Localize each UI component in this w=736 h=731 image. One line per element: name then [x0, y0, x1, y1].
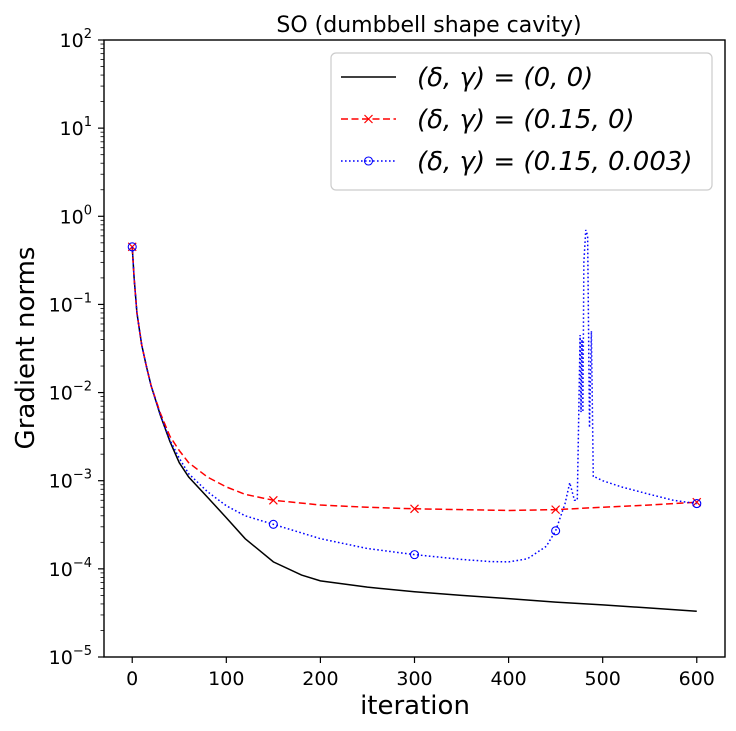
legend-box — [330, 52, 713, 191]
x-tick-label: 500 — [585, 668, 621, 690]
y-tick-base: 10 — [60, 118, 84, 140]
y-tick-base: 10 — [49, 383, 73, 405]
y-tick-base: 10 — [60, 30, 84, 52]
x-tick-label: 400 — [490, 668, 526, 690]
marker-x — [268, 495, 278, 505]
x-tick-label: 100 — [208, 668, 244, 690]
y-tick-label: 10−1 — [49, 291, 92, 316]
marker-o — [127, 242, 137, 252]
legend-item-1: (δ, γ) = (0.15, 0) — [341, 105, 635, 135]
legend-label: (δ, γ) = (0.15, 0.003) — [417, 147, 693, 177]
y-tick-exponent: 2 — [84, 27, 92, 42]
y-tick-label: 10−5 — [49, 644, 92, 669]
marker-x — [551, 505, 561, 515]
y-tick-base: 10 — [49, 294, 73, 316]
y-tick-exponent: −4 — [73, 556, 92, 571]
y-tick-exponent: 0 — [84, 203, 92, 218]
x-tick-label: 600 — [679, 668, 715, 690]
plot-frame — [103, 39, 726, 658]
chart-title: SO (dumbbell shape cavity) — [276, 13, 581, 38]
y-tick-label: 102 — [60, 27, 92, 52]
x-tick-label: 300 — [396, 668, 432, 690]
y-tick-base: 10 — [60, 206, 84, 228]
y-tick-exponent: −5 — [73, 644, 92, 659]
y-axis-label: Gradient norms — [11, 247, 41, 450]
y-tick-base: 10 — [49, 647, 73, 669]
series-layer — [127, 229, 702, 613]
y-tick-exponent: −3 — [73, 468, 92, 483]
legend-marker — [363, 156, 374, 166]
legend-item-2: (δ, γ) = (0.15, 0.003) — [341, 147, 693, 177]
y-tick-label: 10−4 — [49, 556, 92, 581]
marker-o — [268, 519, 278, 529]
y-tick-exponent: −1 — [73, 291, 92, 306]
y-tick-label: 10−2 — [49, 380, 92, 405]
y-tick-base: 10 — [49, 471, 73, 493]
y-tick-exponent: −2 — [73, 380, 92, 395]
marker-o — [692, 499, 702, 509]
x-tick-label: 200 — [302, 668, 338, 690]
marker-x — [410, 504, 419, 514]
legend-label: (δ, γ) = (0, 0) — [417, 63, 593, 93]
legend-label: (δ, γ) = (0.15, 0) — [417, 105, 635, 135]
y-tick-base: 10 — [49, 559, 73, 581]
y-tick-label: 100 — [60, 203, 92, 228]
legend-marker — [364, 114, 373, 124]
x-axis-label: iteration — [360, 691, 470, 721]
y-tick-label: 10−3 — [49, 468, 92, 493]
ticks-layer: 0 100 200 300 400 500 60010−510−410−310−210−11… — [49, 27, 715, 690]
x-tick-label: 0 — [126, 668, 138, 690]
legend: (δ, γ) = (0, 0) (δ, γ) = (0.15, 0) (δ, γ) … — [330, 52, 713, 191]
y-tick-label: 101 — [60, 115, 92, 140]
marker-o — [551, 526, 561, 536]
marker-x — [692, 497, 702, 507]
series-line-1 — [131, 246, 697, 512]
marker-o — [409, 550, 420, 560]
legend-item-0: (δ, γ) = (0, 0) — [341, 63, 593, 93]
series-2 — [127, 229, 702, 563]
y-tick-exponent: 1 — [84, 115, 92, 130]
